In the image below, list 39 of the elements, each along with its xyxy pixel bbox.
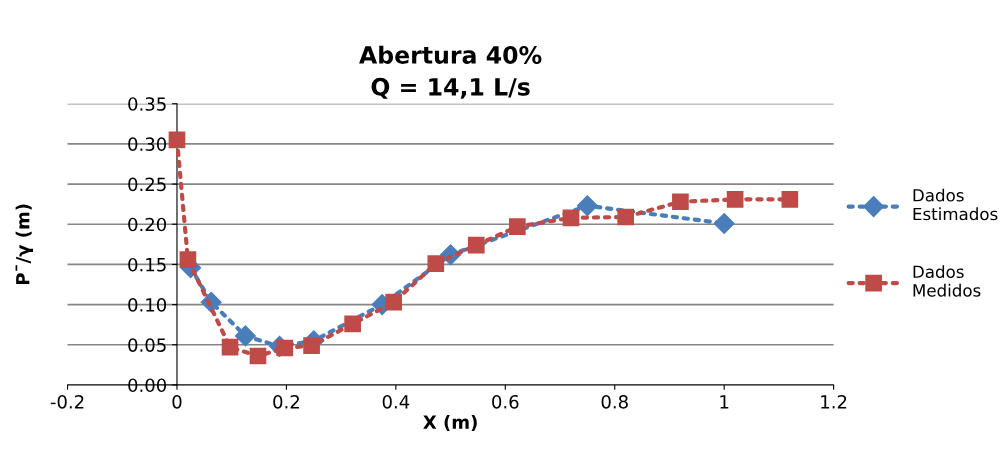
x-tick-label: 0 bbox=[172, 394, 182, 409]
y-tick-label: 0.35 bbox=[128, 97, 166, 111]
x-axis-title: X (m) bbox=[423, 414, 477, 432]
x-tick-label: 0.4 bbox=[382, 394, 410, 409]
point bbox=[249, 347, 267, 365]
point bbox=[726, 191, 744, 208]
y-tick-label: 0.05 bbox=[128, 338, 166, 352]
point bbox=[303, 337, 320, 354]
point bbox=[576, 195, 598, 217]
point bbox=[562, 209, 580, 227]
x-tick-label: 0.8 bbox=[601, 394, 628, 409]
point bbox=[344, 315, 361, 333]
point bbox=[617, 208, 635, 226]
point bbox=[672, 193, 689, 211]
point bbox=[276, 339, 294, 357]
y-tick-label: 0.25 bbox=[128, 177, 166, 192]
point bbox=[781, 191, 799, 208]
x-tick-label: -0.2 bbox=[50, 394, 84, 409]
legend-label: Dados Estimados bbox=[913, 188, 998, 221]
point bbox=[713, 212, 735, 234]
y-tick-label: 0.20 bbox=[128, 217, 167, 232]
point bbox=[179, 251, 197, 268]
x-tick-label: 0.2 bbox=[273, 394, 299, 409]
x-tick-label: 1 bbox=[720, 395, 729, 409]
point bbox=[221, 338, 239, 356]
y-tick-label: 0.10 bbox=[128, 298, 167, 312]
x-tick-label: 1.2 bbox=[821, 394, 847, 409]
legend-label: Dados Medidos bbox=[913, 265, 981, 297]
point bbox=[509, 218, 526, 235]
y-tick-label: 0.15 bbox=[128, 257, 166, 272]
x-tick-label: 0.6 bbox=[492, 394, 519, 409]
point bbox=[234, 325, 256, 347]
point bbox=[385, 293, 403, 311]
y-axis-title: P¯/γ (m) bbox=[15, 204, 34, 285]
y-tick-label: 0.30 bbox=[128, 137, 167, 152]
point bbox=[467, 236, 485, 254]
chart-title: Abertura 40% Q = 14,1 L/s bbox=[359, 45, 542, 99]
point bbox=[427, 255, 445, 272]
point bbox=[168, 131, 186, 149]
